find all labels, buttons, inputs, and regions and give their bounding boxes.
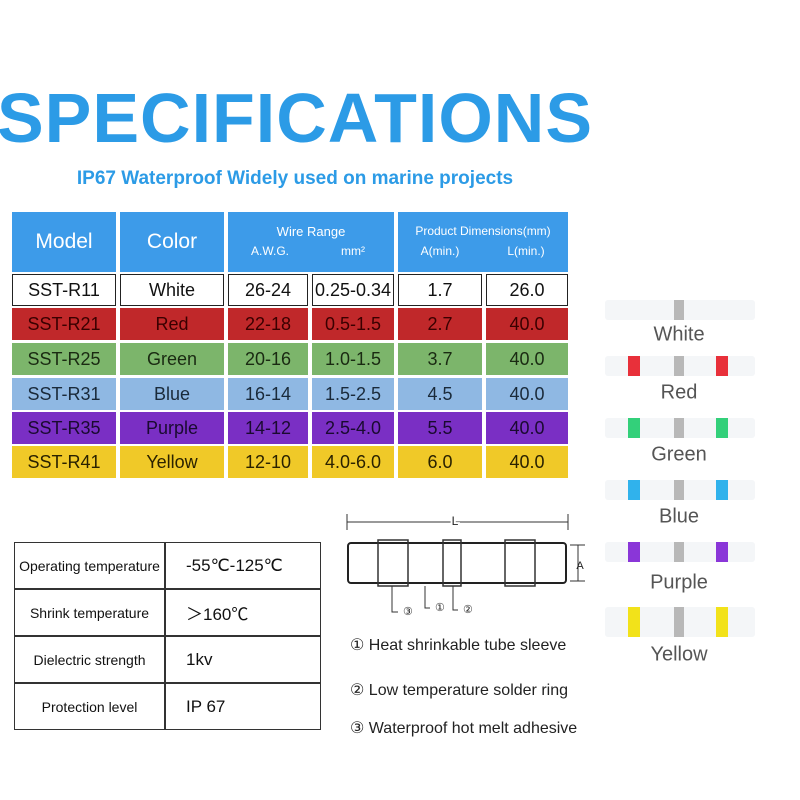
solder-ring — [674, 480, 684, 500]
table-cell: 1.5-2.5 — [312, 378, 394, 410]
tube-end — [628, 480, 640, 500]
table-cell: 40.0 — [486, 308, 568, 340]
table-cell: 0.5-1.5 — [312, 308, 394, 340]
table-cell: SST-R21 — [12, 308, 116, 340]
subtitle: IP67 Waterproof Widely used on marine pr… — [76, 168, 514, 189]
sample-label: Green — [651, 443, 707, 465]
table-cell: 40.0 — [486, 343, 568, 375]
table-cell: 40.0 — [486, 446, 568, 478]
tube-end — [716, 356, 728, 376]
sample-label: Yellow — [650, 643, 708, 665]
table-cell: 26-24 — [228, 274, 308, 306]
tube — [605, 418, 755, 438]
table-cell: 6.0 — [398, 446, 482, 478]
table-cell: SST-R11 — [12, 274, 116, 306]
header-text: A.W.G. — [250, 244, 289, 258]
table-cell: 4.0-6.0 — [312, 446, 394, 478]
table-cell: 22-18 — [228, 308, 308, 340]
table-cell: SST-R25 — [12, 343, 116, 375]
table-cell: 16-14 — [228, 378, 308, 410]
sample-label: White — [653, 323, 704, 345]
table-cell: White — [120, 274, 224, 306]
header-text: A(min.) — [420, 244, 460, 258]
solder-ring — [674, 356, 684, 376]
legend-item: ③ Waterproof hot melt adhesive — [350, 720, 578, 737]
property-name: Dielectric strength — [14, 636, 165, 683]
table-cell: 1.0-1.5 — [312, 343, 394, 375]
sample-label: Red — [661, 381, 698, 403]
title: SPECIFICATIONS — [0, 79, 594, 157]
table-cell: 2.7 — [398, 308, 482, 340]
property-name: Operating temperature — [14, 542, 165, 589]
table-cell: 14-12 — [228, 412, 308, 444]
table-cell: SST-R31 — [12, 378, 116, 410]
header-group — [398, 212, 568, 272]
solder-ring — [674, 542, 684, 562]
legend-item: ① Heat shrinkable tube sleeve — [350, 637, 567, 654]
tube — [605, 542, 755, 562]
tube — [605, 480, 755, 500]
sample-label: Purple — [650, 571, 708, 593]
table-cell: Blue — [120, 378, 224, 410]
property-value: -55℃-125℃ — [165, 542, 321, 589]
table-cell: 40.0 — [486, 412, 568, 444]
header-text: Wire Range — [276, 223, 346, 239]
callout: ③ — [403, 606, 413, 618]
tube — [605, 300, 755, 320]
dimension-label: A — [576, 560, 584, 572]
table-cell: 40.0 — [486, 378, 568, 410]
table-cell: 3.7 — [398, 343, 482, 375]
property-value: ＞160℃ — [165, 589, 321, 636]
callout: ① — [435, 602, 445, 614]
table-cell: 26.0 — [486, 274, 568, 306]
table-cell: Purple — [120, 412, 224, 444]
header-group — [228, 212, 394, 272]
solder-ring — [674, 607, 684, 637]
tube-end — [716, 480, 728, 500]
solder-ring — [674, 300, 684, 320]
diagram — [346, 514, 585, 613]
table-cell: SST-R41 — [12, 446, 116, 478]
property-value: IP 67 — [165, 683, 321, 730]
header-cell: Color — [120, 212, 224, 272]
solder-ring — [674, 418, 684, 438]
table-cell: 12-10 — [228, 446, 308, 478]
property-name: Protection level — [14, 683, 165, 730]
table-cell: 2.5-4.0 — [312, 412, 394, 444]
property-value: 1kv — [165, 636, 321, 683]
tube-end — [716, 542, 728, 562]
dimension-label: L — [452, 514, 459, 528]
table-cell: 4.5 — [398, 378, 482, 410]
callout: ② — [463, 604, 473, 616]
table-cell: Green — [120, 343, 224, 375]
tube-end — [628, 356, 640, 376]
tube-end — [628, 607, 640, 637]
header-cell: Model — [12, 212, 116, 272]
table-cell: 5.5 — [398, 412, 482, 444]
tube-end — [628, 418, 640, 438]
tube — [605, 356, 755, 376]
header-text: L(min.) — [507, 244, 545, 258]
tube — [605, 607, 755, 637]
sample-label: Blue — [659, 505, 699, 527]
table-cell: 0.25-0.34 — [312, 274, 394, 306]
header-text: Product Dimensions(mm) — [415, 224, 551, 238]
table-cell: SST-R35 — [12, 412, 116, 444]
legend-item: ② Low temperature solder ring — [350, 682, 568, 699]
property-name: Shrink temperature — [14, 589, 165, 636]
table-cell: Yellow — [120, 446, 224, 478]
tube-end — [716, 607, 728, 637]
table-cell: 20-16 — [228, 343, 308, 375]
table-cell: 1.7 — [398, 274, 482, 306]
header-text: mm² — [341, 244, 365, 258]
table-cell: Red — [120, 308, 224, 340]
tube-end — [628, 542, 640, 562]
tube-end — [716, 418, 728, 438]
